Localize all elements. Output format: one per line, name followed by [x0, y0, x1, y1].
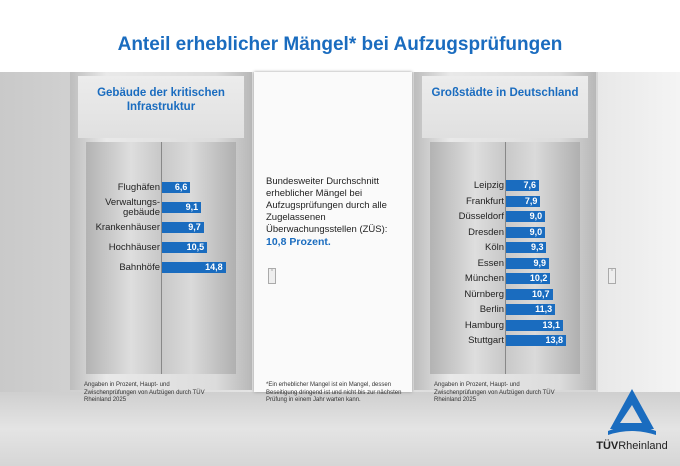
- average-text: Bundesweiter Durchschnitt erheblicher Mä…: [266, 176, 388, 248]
- bar-row: Hamburg 13,1: [430, 319, 580, 332]
- category-label: Frankfurt: [465, 195, 504, 207]
- bar: 14,8: [162, 262, 226, 273]
- elevator-door: Flughäfen 6,6 Verwaltungs-gebäude 9,1 Kranke…: [86, 142, 236, 374]
- bar-row: Berlin 11,3: [430, 304, 580, 316]
- bar: 9,9: [506, 257, 550, 269]
- category-label: Hamburg: [464, 319, 504, 331]
- bar: 6,6: [162, 182, 191, 193]
- bar-row: Düsseldorf 9,0: [430, 211, 580, 223]
- category-label: Hochhäuser: [108, 242, 160, 253]
- bar: 7,6: [506, 180, 540, 191]
- chart-title: Großstädte in Deutschland: [422, 76, 588, 138]
- bar-row: Frankfurt 7,9: [430, 195, 580, 208]
- bar: 7,9: [506, 195, 541, 207]
- bar: 9,1: [162, 202, 202, 213]
- category-label: Krankenhäuser: [95, 222, 160, 233]
- bar: 9,3: [506, 242, 547, 253]
- bar-row: Leipzig 7,6: [430, 180, 580, 192]
- bar-row: Krankenhäuser 9,7: [86, 222, 236, 234]
- category-label: Essen: [477, 257, 504, 269]
- bar-row: Dresden 9,0: [430, 226, 580, 239]
- bar: 11,3: [506, 304, 556, 315]
- bar: 9,7: [162, 222, 204, 233]
- title-band: [0, 0, 680, 72]
- average-value: 10,8 Prozent.: [266, 236, 331, 248]
- category-label: Flughäfen: [117, 182, 160, 193]
- tuv-triangle-icon: TÜVRheinland: [596, 389, 668, 452]
- chart-cities: Großstädte in Deutschland Leipzig 7,6 Fran…: [414, 72, 596, 403]
- elevator-call-button[interactable]: ⌃: [268, 268, 276, 284]
- bar-row: Essen 9,9: [430, 257, 580, 270]
- category-label: München: [464, 273, 504, 284]
- bar-row: Hochhäuser 10,5: [86, 242, 236, 254]
- bar-row: Stuttgart 13,8: [430, 335, 580, 347]
- bar-row: Nürnberg 10,7: [430, 288, 580, 301]
- chart-note: Angaben in Prozent, Haupt- und Zwischenp…: [434, 382, 555, 403]
- bar: 9,0: [506, 226, 546, 238]
- category-label: Nürnberg: [464, 288, 504, 300]
- bar: 13,8: [506, 335, 567, 346]
- bar-row: Verwaltungs-gebäude 9,1: [86, 198, 236, 218]
- footnote: *Ein erheblicher Mangel ist ein Mangel, …: [266, 382, 402, 403]
- tuv-logo: TÜVRheinland: [590, 385, 674, 455]
- bar: 10,7: [506, 288, 553, 300]
- category-label: Düsseldorf: [458, 211, 504, 222]
- category-label: Köln: [484, 242, 504, 253]
- chart-title: Gebäude der kritischen Infrastruktur: [78, 76, 244, 138]
- elevator-call-button[interactable]: ⌃: [608, 268, 616, 284]
- bar: 13,1: [506, 319, 563, 331]
- chart-infrastructure: Gebäude der kritischen Infrastruktur Flu…: [70, 72, 252, 403]
- bar-row: Köln 9,3: [430, 242, 580, 254]
- bar-row: Bahnhöfe 14,8: [86, 262, 236, 274]
- category-label: Verwaltungs-gebäude: [105, 197, 160, 218]
- page-title: Anteil erheblicher Mängel* bei Aufzugspr…: [117, 34, 563, 55]
- bar: 10,2: [506, 273, 551, 284]
- bar: 9,0: [506, 211, 546, 222]
- bar: 10,5: [162, 242, 208, 253]
- floor: [0, 392, 680, 466]
- elevator-door: Leipzig 7,6 Frankfurt 7,9 Düsseldorf 9,0 Dresd…: [430, 142, 580, 374]
- category-label: Berlin: [479, 304, 504, 315]
- wall-right: ⌃: [598, 72, 680, 392]
- category-label: Bahnhöfe: [119, 262, 160, 273]
- bar-row: München 10,2: [430, 273, 580, 285]
- category-label: Stuttgart: [468, 335, 504, 346]
- chart-note: Angaben in Prozent, Haupt- und Zwischenp…: [84, 382, 205, 403]
- bar-row: Flughäfen 6,6: [86, 182, 236, 194]
- svg-text:TÜVRheinland: TÜVRheinland: [596, 439, 668, 452]
- info-panel: Bundesweiter Durchschnitt erheblicher Mä…: [254, 72, 412, 403]
- category-label: Leipzig: [473, 180, 504, 191]
- category-label: Dresden: [468, 226, 504, 238]
